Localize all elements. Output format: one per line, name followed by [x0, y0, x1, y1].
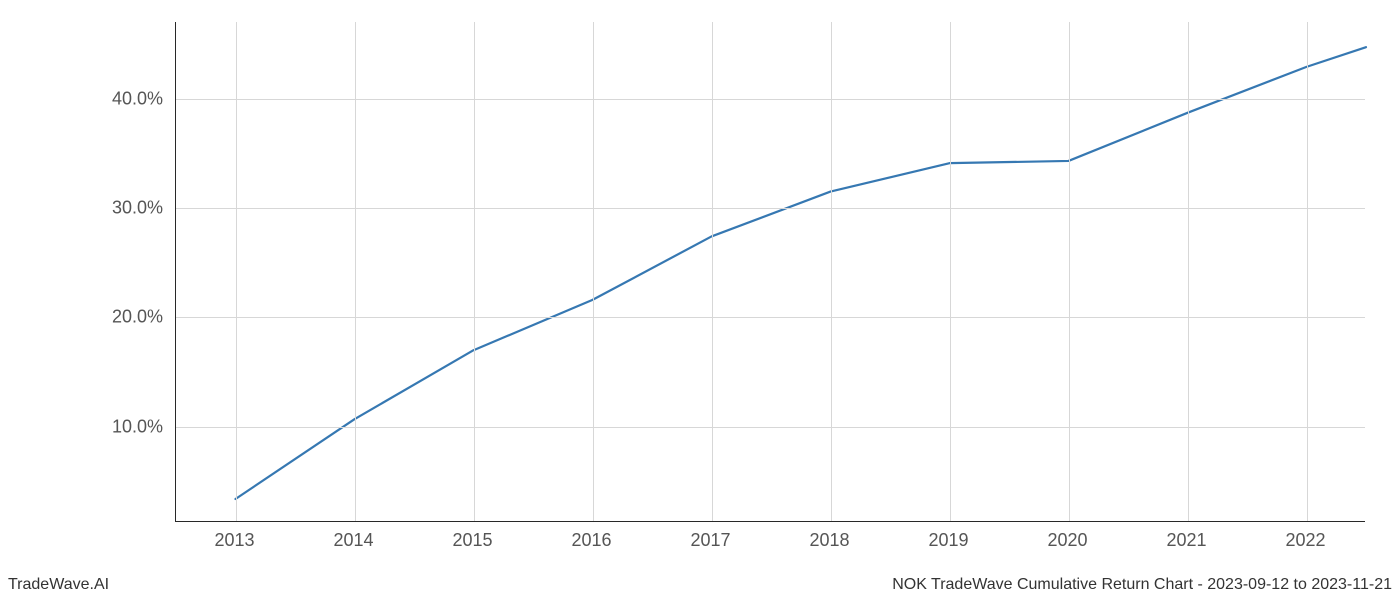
x-tick-label: 2022	[1285, 530, 1325, 551]
x-tick-label: 2017	[690, 530, 730, 551]
x-tick-label: 2021	[1166, 530, 1206, 551]
x-tick-label: 2018	[809, 530, 849, 551]
y-tick-label: 40.0%	[112, 88, 163, 109]
gridline-vertical	[712, 22, 713, 521]
gridline-horizontal	[176, 317, 1365, 318]
gridline-vertical	[355, 22, 356, 521]
chart-container: TradeWave.AI NOK TradeWave Cumulative Re…	[0, 0, 1400, 600]
gridline-vertical	[593, 22, 594, 521]
gridline-vertical	[1307, 22, 1308, 521]
cumulative-return-line	[236, 47, 1367, 499]
gridline-vertical	[831, 22, 832, 521]
gridline-vertical	[1188, 22, 1189, 521]
y-tick-label: 20.0%	[112, 307, 163, 328]
gridline-horizontal	[176, 99, 1365, 100]
x-tick-label: 2015	[452, 530, 492, 551]
x-tick-label: 2013	[214, 530, 254, 551]
y-tick-label: 10.0%	[112, 416, 163, 437]
footer-caption: NOK TradeWave Cumulative Return Chart - …	[892, 576, 1392, 594]
gridline-vertical	[236, 22, 237, 521]
plot-area	[175, 22, 1365, 522]
gridline-horizontal	[176, 427, 1365, 428]
gridline-vertical	[474, 22, 475, 521]
x-tick-label: 2016	[571, 530, 611, 551]
gridline-horizontal	[176, 208, 1365, 209]
x-tick-label: 2020	[1047, 530, 1087, 551]
gridline-vertical	[1069, 22, 1070, 521]
x-tick-label: 2019	[928, 530, 968, 551]
x-tick-label: 2014	[333, 530, 373, 551]
y-tick-label: 30.0%	[112, 197, 163, 218]
footer-brand: TradeWave.AI	[8, 576, 109, 594]
gridline-vertical	[950, 22, 951, 521]
